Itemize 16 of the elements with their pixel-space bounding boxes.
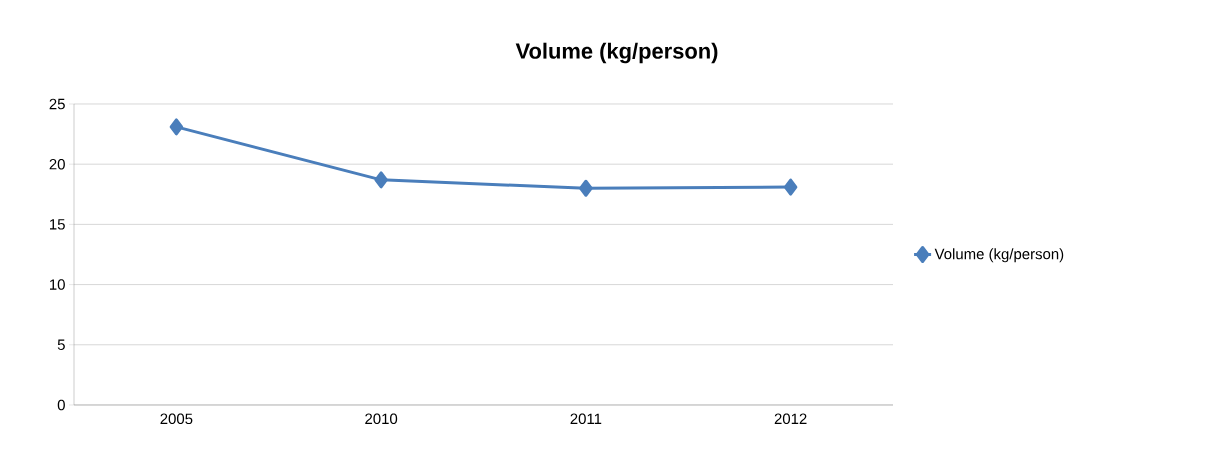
y-tick-label: 20 bbox=[49, 158, 65, 170]
x-tick-label: 2012 bbox=[774, 413, 807, 425]
y-tick-label: 5 bbox=[57, 339, 65, 350]
point bbox=[783, 178, 798, 196]
x-tick-label: 2010 bbox=[365, 413, 398, 425]
point bbox=[579, 179, 593, 197]
legend-label: Volume (kg/person) bbox=[934, 248, 1064, 263]
chart-title: Volume (kg/person) bbox=[515, 42, 718, 64]
x-tick-label: 2011 bbox=[570, 413, 602, 425]
x-tick-label: 2005 bbox=[160, 413, 193, 425]
point bbox=[374, 171, 388, 189]
y-tick-label: 10 bbox=[50, 279, 65, 290]
y-tick-label: 15 bbox=[50, 219, 65, 230]
point bbox=[169, 118, 184, 136]
y-tick-label: 0 bbox=[57, 399, 65, 411]
y-tick-label: 25 bbox=[49, 98, 65, 110]
